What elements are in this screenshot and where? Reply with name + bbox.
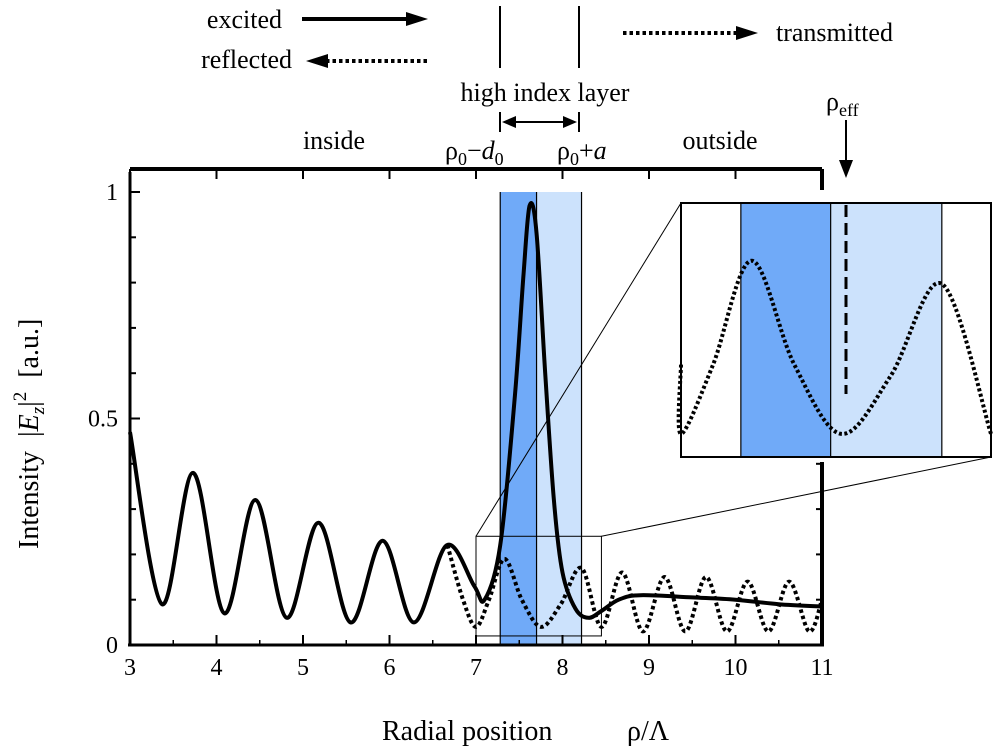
inset-layer-band-outer (830, 203, 942, 457)
inside-label: inside (303, 126, 365, 155)
zoom-line-bottom (601, 456, 992, 537)
outside-label: outside (682, 126, 757, 155)
y-axis-label: Intensity|Ez|2[a.u.] (10, 319, 49, 549)
series-excited-curve (128, 201, 823, 625)
y-tick-label: 0 (106, 633, 118, 659)
rho-eff-label: ρeff (826, 87, 859, 120)
y-tick-label: 0.5 (88, 407, 118, 433)
excited-arrowhead (406, 12, 428, 26)
layer-width-arrowhead-left (502, 116, 516, 128)
zoom-region-box (475, 535, 602, 637)
x-tick-label: 5 (297, 655, 309, 681)
reflected-arrowhead (306, 54, 328, 68)
excited-label: excited (207, 5, 282, 34)
rho-eff-arrowhead (839, 160, 853, 178)
y-tick-labels: 00.51 (88, 180, 118, 659)
inset-layer-band-edges (740, 203, 943, 457)
series-transmitted-curve (445, 544, 824, 634)
x-axis-symbol: ρ/Λ (627, 716, 670, 747)
transmitted-label: transmitted (776, 18, 893, 47)
x-axis-label: Radial position (382, 716, 552, 747)
rho0-plus-a-label: ρ0+a (557, 136, 607, 169)
x-tick-label: 9 (643, 655, 655, 681)
x-tick-label: 4 (211, 655, 223, 681)
layer-width-arrowhead-right (563, 116, 577, 128)
x-tick-label: 10 (724, 655, 748, 681)
x-tick-label: 6 (384, 655, 396, 681)
x-tick-label: 3 (124, 655, 136, 681)
x-tick-label: 7 (470, 655, 482, 681)
layer-band-outer (536, 192, 582, 645)
rho0-minus-d0-label: ρ0−d0 (445, 136, 504, 169)
layer-band-inner (500, 192, 537, 645)
transmitted-arrowhead (736, 26, 758, 40)
inset-plot (676, 202, 993, 458)
y-tick-label: 1 (106, 180, 118, 206)
reflected-label: reflected (201, 45, 292, 74)
inset-layer-band-inner (740, 203, 831, 457)
x-tick-label: 8 (557, 655, 569, 681)
zoom-line-top (475, 202, 682, 537)
high-index-layer-label: high index layer (461, 78, 630, 107)
zoom-connector-lines (475, 202, 992, 537)
x-tick-labels: 3 4 5 6 7 8 9 10 11 (124, 655, 834, 681)
inset-frame (680, 202, 992, 458)
x-tick-label: 11 (810, 655, 833, 681)
axis-ticks (129, 169, 823, 646)
